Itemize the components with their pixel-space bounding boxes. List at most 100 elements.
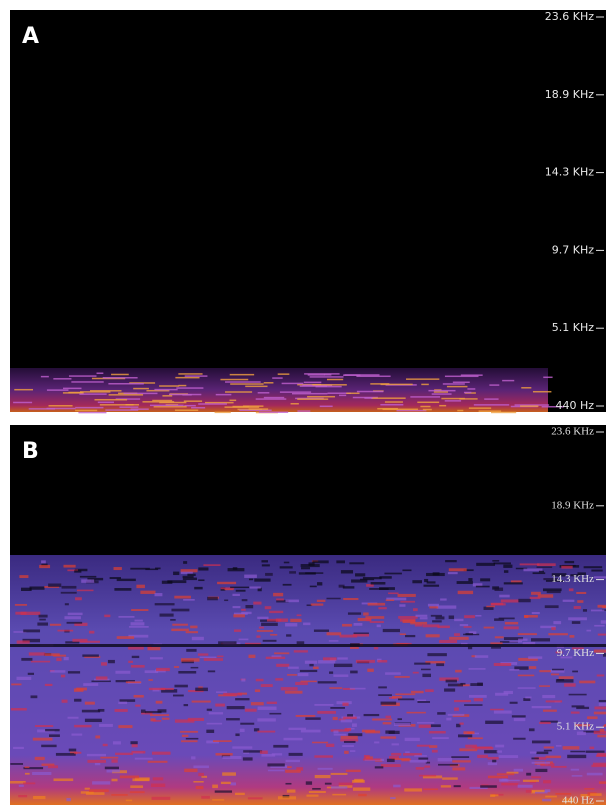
dark-line <box>10 644 606 647</box>
texture-dot <box>367 669 374 672</box>
tick-label: 5.1 KHz <box>552 321 594 334</box>
texture-dot <box>520 563 540 565</box>
texture-dot <box>334 664 352 667</box>
texture-dot <box>494 711 512 714</box>
texture-dot <box>240 729 245 732</box>
texture-dot <box>368 603 386 606</box>
panel-label: A <box>22 24 39 49</box>
texture-dot <box>512 715 526 717</box>
texture-dot <box>208 670 215 672</box>
texture-dot <box>150 405 184 407</box>
texture-dot <box>444 688 455 691</box>
texture-dot <box>343 586 355 588</box>
texture-dot <box>153 720 161 722</box>
texture-dot <box>31 695 38 698</box>
texture-dot <box>217 656 223 658</box>
texture-dot <box>576 592 586 594</box>
texture-dot <box>61 592 77 594</box>
texture-dot <box>570 751 585 753</box>
texture-dot <box>292 393 327 395</box>
texture-dot <box>218 641 236 644</box>
texture-dot <box>365 616 384 619</box>
texture-dot <box>297 398 328 400</box>
texture-dot <box>98 709 104 712</box>
texture-dot <box>511 580 522 582</box>
texture-dot <box>249 408 269 410</box>
texture-dot <box>504 570 508 573</box>
texture-dot <box>532 762 550 764</box>
texture-dot <box>23 629 40 632</box>
texture-dot <box>152 797 171 800</box>
texture-dot <box>19 785 24 787</box>
texture-dot <box>417 745 430 747</box>
texture-dot <box>259 627 264 629</box>
texture-dot <box>484 750 497 753</box>
texture-dot <box>594 706 606 709</box>
texture-dot <box>427 653 446 656</box>
texture-dot <box>572 775 583 777</box>
texture-dot <box>410 396 440 398</box>
texture-dot <box>417 722 434 724</box>
texture-dot <box>452 767 465 770</box>
texture-dot <box>326 598 340 600</box>
texture-dot <box>225 391 252 393</box>
texture-dot <box>594 650 606 653</box>
texture-dot <box>95 735 100 738</box>
texture-dot <box>285 600 298 603</box>
texture-dot <box>547 590 561 593</box>
texture-dot <box>501 599 519 602</box>
texture-dot <box>273 593 283 596</box>
texture-dot <box>491 603 506 605</box>
texture-dot <box>509 669 519 671</box>
texture-dot <box>327 379 343 381</box>
texture-dot <box>468 737 483 739</box>
texture-dot <box>99 724 113 727</box>
texture-dot <box>386 716 391 718</box>
texture-dot <box>37 622 48 625</box>
texture-dot <box>24 766 29 768</box>
texture-dot <box>261 560 268 562</box>
texture-dot <box>64 657 69 660</box>
texture-dot <box>191 407 205 409</box>
texture-dot <box>257 731 275 733</box>
tick-label: 18.9 KHz <box>545 88 594 101</box>
texture-dot <box>503 565 512 568</box>
texture-dot <box>49 734 60 737</box>
texture-dot <box>378 694 392 696</box>
texture-dot <box>353 787 370 790</box>
texture-dot <box>350 647 359 649</box>
texture-dot <box>275 678 283 680</box>
texture-dot <box>563 600 575 602</box>
texture-dot <box>533 572 546 574</box>
texture-dot <box>514 769 523 772</box>
texture-dot <box>234 629 241 631</box>
texture-dot <box>162 581 172 584</box>
texture-dot <box>346 770 361 772</box>
texture-dot <box>387 759 395 762</box>
texture-dot <box>289 571 296 573</box>
texture-dot <box>21 612 41 615</box>
texture-dot <box>330 707 345 709</box>
texture-dot <box>529 666 536 669</box>
texture-dot <box>455 670 461 673</box>
texture-dot <box>518 599 530 602</box>
texture-dot <box>371 397 405 399</box>
texture-dot <box>282 383 304 385</box>
texture-dot <box>173 695 184 697</box>
texture-dot <box>30 586 45 589</box>
texture-dot <box>41 376 49 378</box>
texture-dot <box>518 785 533 788</box>
texture-dot <box>355 573 365 576</box>
texture-dot <box>597 753 606 756</box>
texture-dot <box>370 621 384 623</box>
texture-dot <box>56 658 61 661</box>
texture-dot <box>557 679 564 681</box>
texture-dot <box>148 761 168 763</box>
texture-dot <box>323 657 337 660</box>
texture-dot <box>97 372 104 374</box>
texture-dot <box>263 640 277 642</box>
texture-dot <box>551 627 555 630</box>
texture-dot <box>583 609 587 612</box>
texture-dot <box>440 598 447 600</box>
texture-dot <box>342 745 354 747</box>
